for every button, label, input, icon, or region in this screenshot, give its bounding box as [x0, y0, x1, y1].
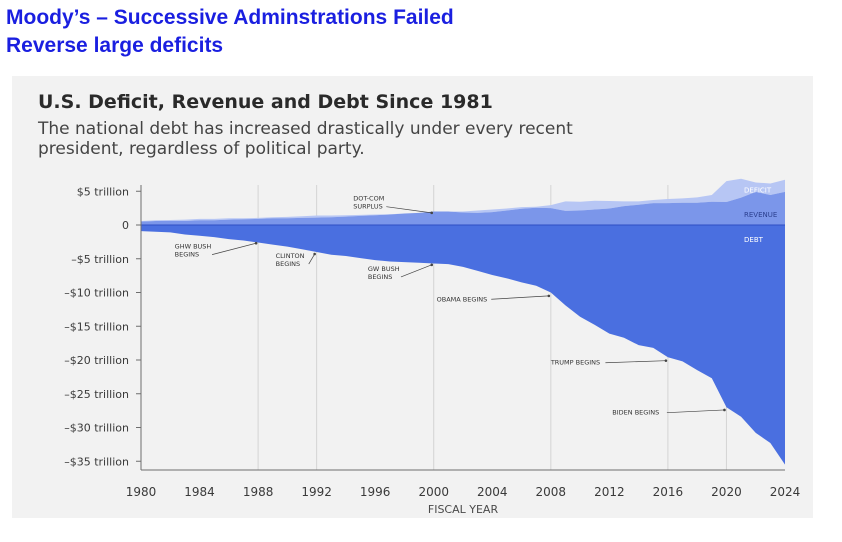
annotation-leader: [605, 360, 666, 364]
annotation-text: CLINTON: [276, 252, 305, 260]
series-label-deficit: DEFICIT: [744, 187, 772, 195]
annotation-leader: [666, 409, 725, 414]
y-tick-label: –$20 trillion: [64, 354, 129, 367]
annotation-marker: [430, 263, 434, 267]
y-tick-label: $5 trillion: [77, 185, 129, 198]
axes: $5 trillion 0 –$5 trillion –$10 trillion –$1…: [64, 185, 800, 516]
y-tick-label: –$5 trillion: [71, 253, 129, 266]
x-tick-label: 2024: [770, 485, 801, 499]
annotation-marker: [313, 252, 316, 256]
y-tick-label: –$30 trillion: [64, 422, 129, 435]
deficit-area: [141, 178, 785, 222]
series-label-debt: DEBT: [744, 236, 764, 244]
annotation-text: DOT-COM: [353, 195, 384, 203]
x-tick-label: 2020: [711, 485, 742, 499]
annotation-leader: [386, 206, 432, 214]
annotation-text: BIDEN BEGINS: [612, 409, 659, 417]
annotation-marker: [547, 294, 551, 298]
x-tick-label: 2000: [418, 485, 449, 499]
x-tick-label: 2008: [536, 485, 567, 499]
chart-title: U.S. Deficit, Revenue and Debt Since 198…: [38, 91, 493, 113]
chart-subtitle-line-1: The national debt has increased drastica…: [38, 119, 573, 139]
x-tick-label: 1984: [184, 485, 215, 499]
series-label-revenue: REVENUE: [744, 211, 777, 219]
annotation: OBAMA BEGINS: [437, 294, 551, 303]
slide-title: Moody’s – Successive Adminstrations Fail…: [6, 4, 836, 60]
annotation-text: TRUMP BEGINS: [550, 359, 600, 367]
annotation-text: GHW BUSH: [175, 243, 212, 251]
x-tick-label: 2016: [653, 485, 684, 499]
annotation-text: BEGINS: [368, 273, 393, 281]
chart-subtitle-line-2: president, regardless of political party…: [38, 139, 365, 159]
series-areas: DEFICIT REVENUE DEBT: [141, 178, 785, 465]
y-tick-label: –$25 trillion: [64, 388, 129, 401]
annotation-text: BEGINS: [175, 251, 200, 259]
x-tick-label: 1992: [301, 485, 332, 499]
annotation-leader: [491, 295, 549, 300]
y-tick-label: –$35 trillion: [64, 455, 129, 468]
y-tick-label: –$15 trillion: [64, 320, 129, 333]
annotation: BIDEN BEGINS: [612, 408, 726, 417]
annotation-text: BEGINS: [276, 260, 301, 268]
annotation-marker: [430, 211, 434, 215]
y-tick-label: –$10 trillion: [64, 287, 129, 300]
annotation-text: GW BUSH: [368, 265, 400, 273]
annotation: TRUMP BEGINS: [550, 359, 668, 367]
slide-title-line-1: Moody’s – Successive Adminstrations Fail…: [6, 6, 454, 29]
x-tick-label: 1980: [126, 485, 157, 499]
debt-area: [141, 225, 785, 465]
annotation-text: OBAMA BEGINS: [437, 295, 488, 303]
x-axis-label: FISCAL YEAR: [428, 503, 499, 516]
annotation-text: SURPLUS: [353, 203, 383, 211]
y-tick-label: 0: [122, 219, 129, 232]
x-tick-label: 2004: [477, 485, 508, 499]
x-tick-label: 1988: [243, 485, 274, 499]
annotation-leader: [400, 264, 432, 278]
revenue-area: [141, 191, 785, 225]
annotation-leader: [308, 253, 315, 265]
x-tick-label: 1996: [360, 485, 391, 499]
x-tick-label: 2012: [594, 485, 625, 499]
slide-title-line-2: Reverse large deficits: [6, 34, 224, 57]
chart-subtitle: The national debt has increased drastica…: [38, 119, 808, 159]
annotation-marker: [254, 241, 258, 245]
annotation-leader: [211, 242, 257, 255]
annotation-marker: [723, 408, 726, 412]
annotation-marker: [664, 359, 668, 362]
